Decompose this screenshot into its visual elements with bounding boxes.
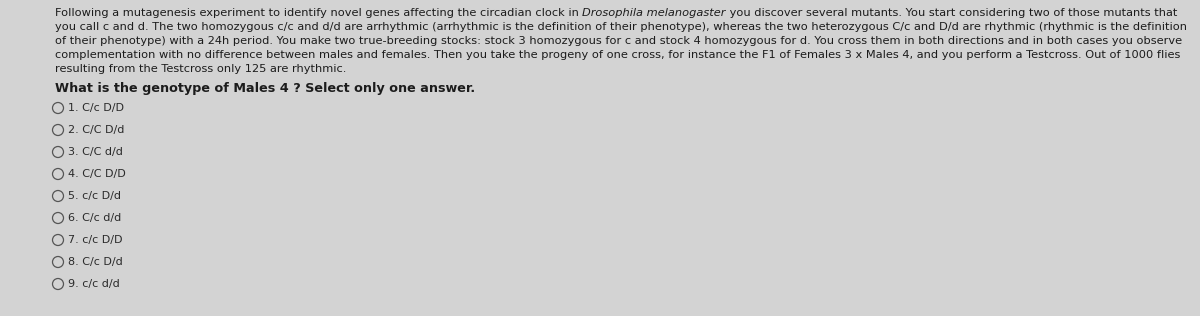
Text: 2. C/C D/d: 2. C/C D/d [68,125,125,135]
Text: 8. C/c D/d: 8. C/c D/d [68,257,122,267]
Text: you call c and d. The two homozygous c/c and d/d are arrhythmic (arrhythmic is t: you call c and d. The two homozygous c/c… [55,22,1187,32]
Text: you discover several mutants. You start considering two of those mutants that: you discover several mutants. You start … [726,8,1177,18]
Text: of their phenotype) with a 24h period. You make two true-breeding stocks: stock : of their phenotype) with a 24h period. Y… [55,36,1182,46]
Text: 7. c/c D/D: 7. c/c D/D [68,235,122,245]
Text: 9. c/c d/d: 9. c/c d/d [68,279,120,289]
Text: complementation with no difference between males and females. Then you take the : complementation with no difference betwe… [55,50,1181,60]
Text: 3. C/C d/d: 3. C/C d/d [68,147,122,157]
Text: 6. C/c d/d: 6. C/c d/d [68,213,121,223]
Text: Drosophila melanogaster: Drosophila melanogaster [582,8,726,18]
Text: Following a mutagenesis experiment to identify novel genes affecting the circadi: Following a mutagenesis experiment to id… [55,8,582,18]
Text: 1. C/c D/D: 1. C/c D/D [68,103,124,113]
Text: 5. c/c D/d: 5. c/c D/d [68,191,121,201]
Text: 4. C/C D/D: 4. C/C D/D [68,169,126,179]
Text: resulting from the Testcross only 125 are rhythmic.: resulting from the Testcross only 125 ar… [55,64,347,74]
Text: What is the genotype of Males 4 ? Select only one answer.: What is the genotype of Males 4 ? Select… [55,82,475,95]
